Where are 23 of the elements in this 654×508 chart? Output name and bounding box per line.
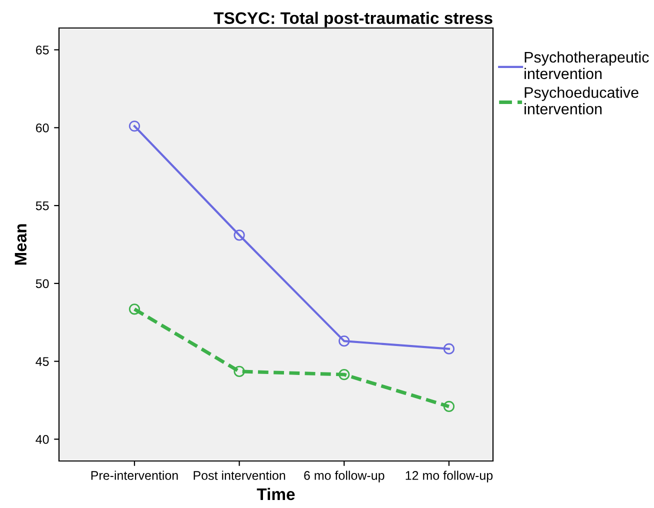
y-tick-label: 65 bbox=[36, 46, 49, 54]
point bbox=[338, 369, 350, 380]
point bbox=[128, 304, 140, 315]
y-tick-label: 50 bbox=[36, 279, 49, 288]
legend-label: Psychoeducative intervention bbox=[524, 86, 638, 114]
y-tick-label: 40 bbox=[36, 434, 49, 444]
point bbox=[443, 400, 455, 412]
x-tick-label: 6 mo follow-up bbox=[304, 470, 384, 482]
x-tick-label: 12 mo follow-up bbox=[406, 470, 493, 482]
point bbox=[338, 336, 350, 347]
y-tick-label: 55 bbox=[36, 201, 49, 210]
point bbox=[234, 366, 245, 377]
y-tick-label: 45 bbox=[36, 357, 49, 366]
point bbox=[234, 230, 245, 241]
y-tick-label: 60 bbox=[36, 123, 49, 132]
x-axis-title: Time bbox=[256, 488, 295, 500]
point bbox=[128, 120, 140, 132]
y-axis-title: Mean bbox=[14, 224, 27, 265]
chart-title: TSCYC: Total post-traumatic stress bbox=[214, 12, 492, 28]
point bbox=[443, 343, 455, 354]
x-tick-label: Pre-intervention bbox=[91, 470, 178, 480]
legend-label: Psychotherapeutic intervention bbox=[524, 51, 649, 80]
x-tick-label: Post intervention bbox=[194, 470, 286, 480]
